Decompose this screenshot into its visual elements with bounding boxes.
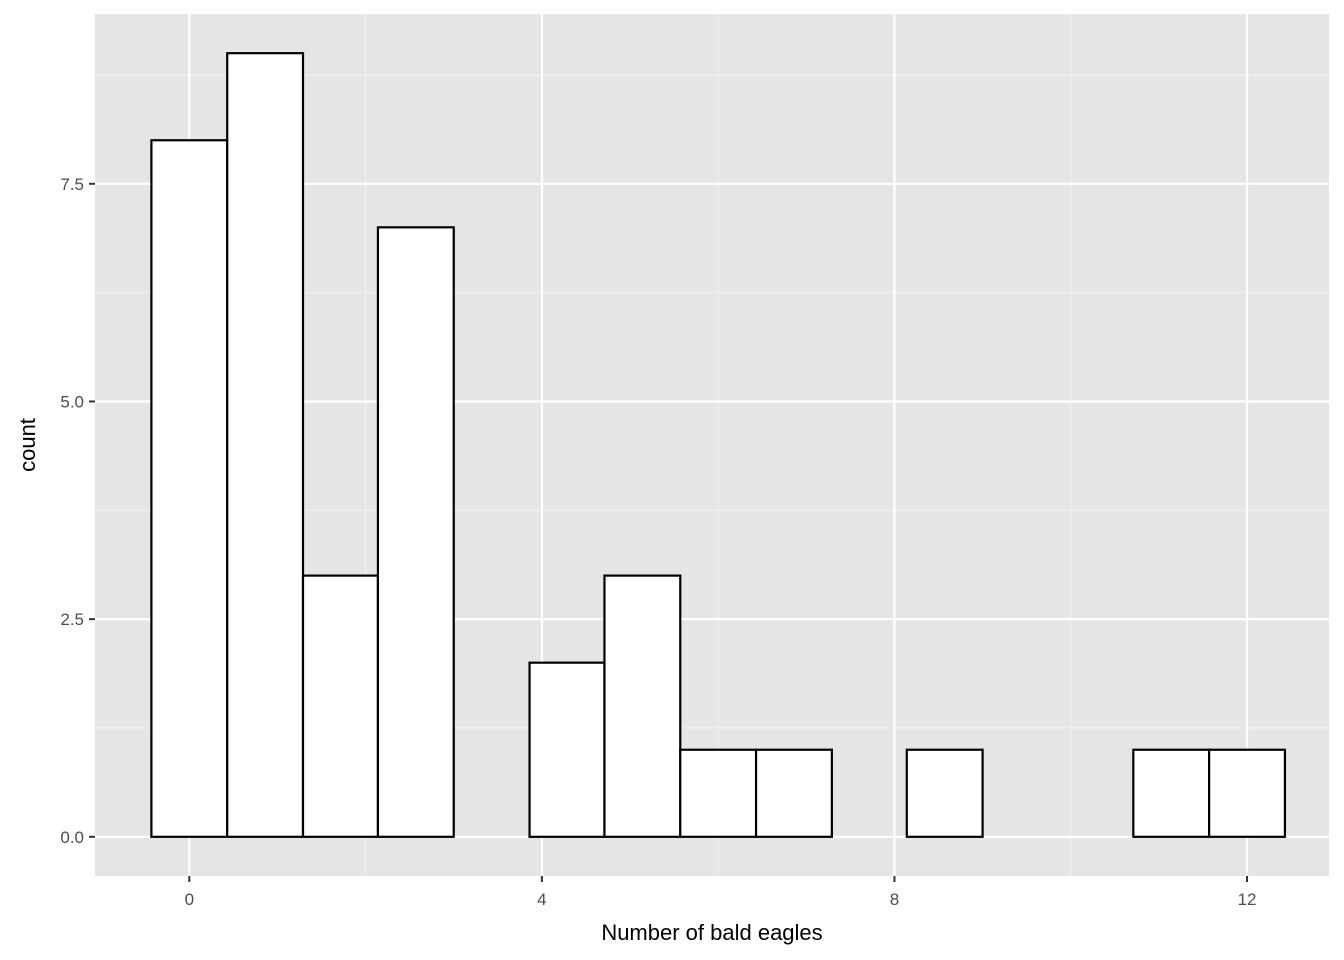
- x-axis: 0 4 8 12: [185, 876, 1257, 909]
- y-tick-label: 2.5: [60, 610, 84, 629]
- histogram-bar: [150, 139, 229, 838]
- histogram-bar: [301, 574, 380, 838]
- histogram-bar: [226, 52, 305, 838]
- histogram-bar: [754, 748, 833, 838]
- histogram-bar: [1132, 748, 1211, 838]
- x-tick-label: 8: [890, 890, 899, 909]
- y-tick-label: 7.5: [60, 175, 84, 194]
- y-tick-label: 0.0: [60, 828, 84, 847]
- x-tick-label: 12: [1238, 890, 1257, 909]
- y-axis-title: count: [15, 418, 40, 472]
- histogram-bar: [1208, 748, 1287, 838]
- x-axis-title: Number of bald eagles: [601, 920, 822, 945]
- histogram-bar: [528, 661, 606, 838]
- histogram-bar: [603, 574, 682, 838]
- x-tick-label: 0: [185, 890, 194, 909]
- y-tick-label: 5.0: [60, 392, 84, 411]
- y-axis: 0.0 2.5 5.0 7.5: [60, 175, 95, 847]
- histogram-bars: [150, 52, 1287, 838]
- histogram-bar: [905, 748, 984, 838]
- histogram-bar: [679, 748, 758, 838]
- histogram-bar: [376, 226, 455, 838]
- x-tick-label: 4: [537, 890, 546, 909]
